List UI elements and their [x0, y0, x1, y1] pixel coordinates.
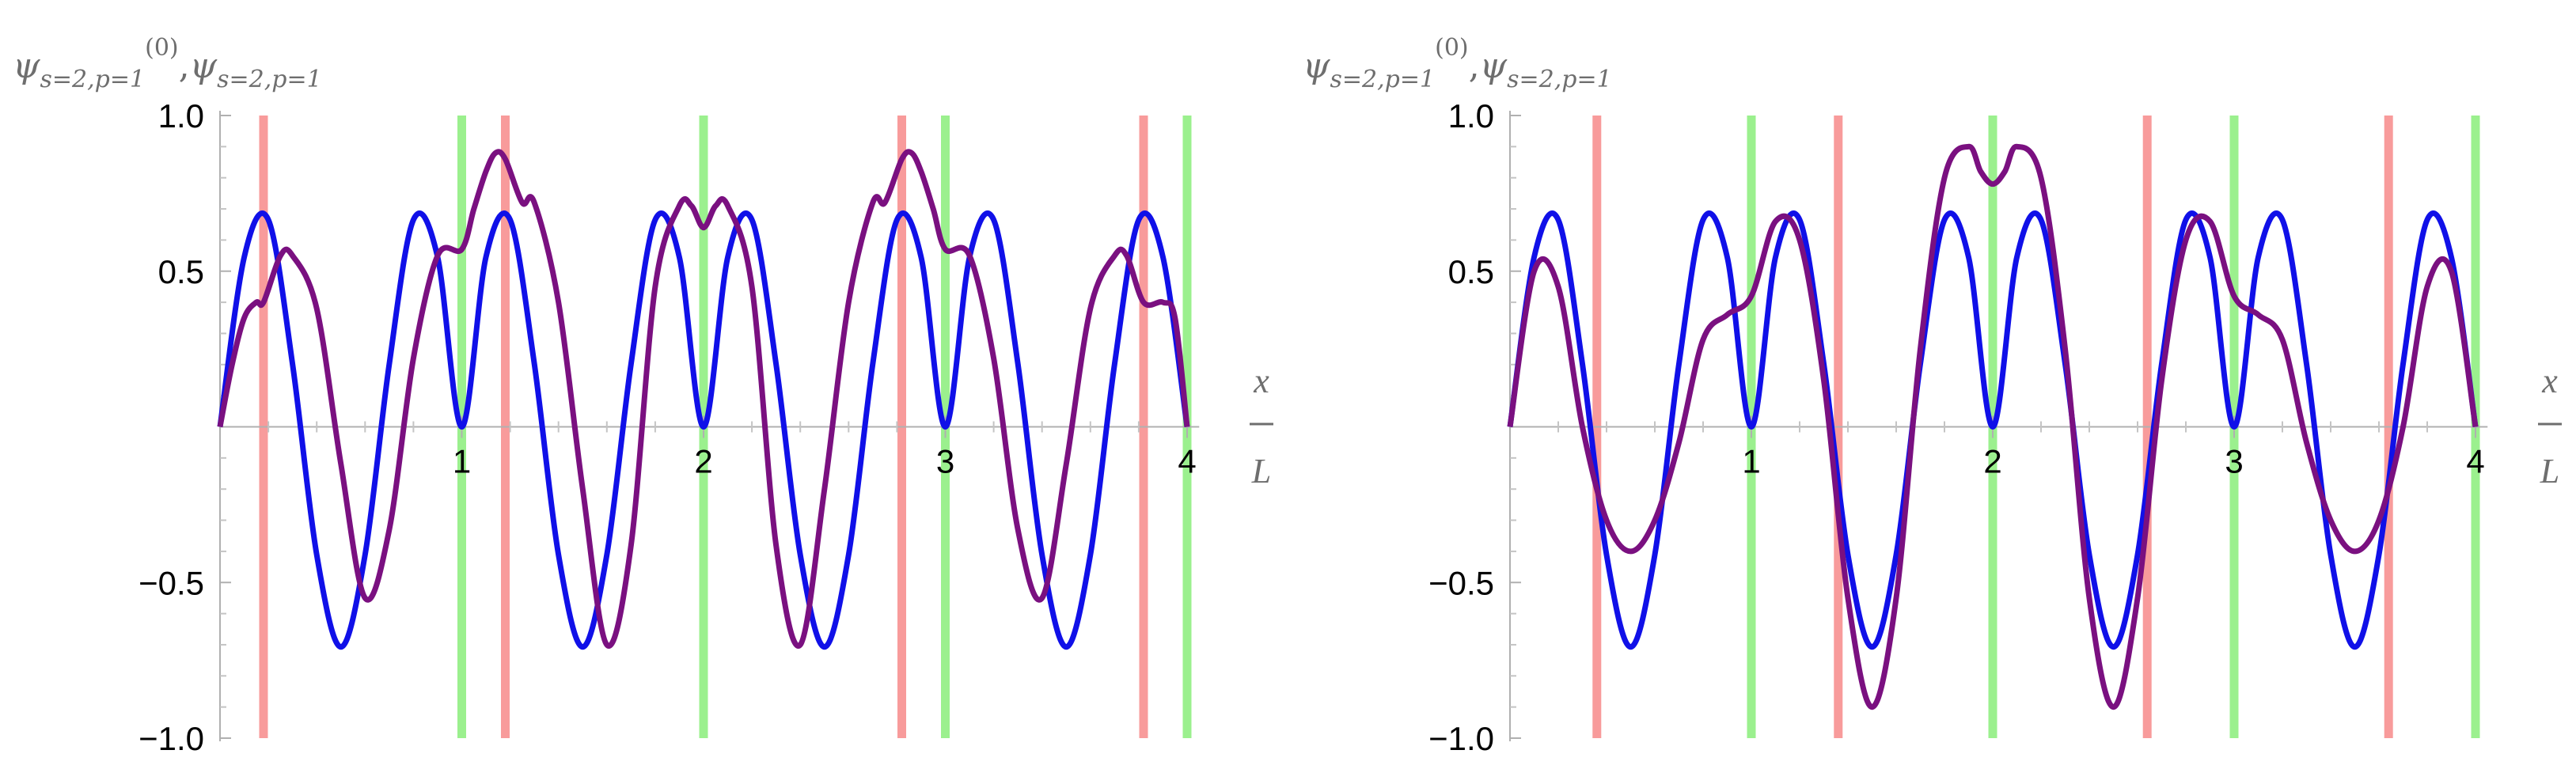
chart-left: ψs=2,p=1(0),ψs=2,p=1 1 2 3 4−1.0−0.50.51.0 … — [13, 34, 1273, 757]
x-unit-denominator-left: L — [1251, 452, 1271, 491]
y-tick-label-right-2: 0.5 — [1448, 253, 1494, 290]
x-axis-unit-left: x L — [1250, 362, 1273, 491]
y-tick-label-left-2: 0.5 — [158, 253, 204, 290]
x-tick-label-right-1: 2 — [1983, 443, 2001, 480]
series-line-right-1 — [1507, 143, 2479, 710]
series-line-left-0 — [217, 210, 1190, 650]
x-tick-label-left-3: 4 — [1178, 443, 1196, 480]
series-line-left-1 — [217, 149, 1190, 649]
x-tick-label-left-0: 1 — [453, 443, 471, 480]
x-tick-label-right-2: 3 — [2225, 443, 2243, 480]
y-tick-label-left-1: −0.5 — [138, 564, 204, 601]
x-unit-denominator-right: L — [2540, 452, 2559, 491]
chart-right: ψs=2,p=1(0),ψs=2,p=1 1 2 3 4−1.0−0.50.51.0 … — [1303, 34, 2562, 757]
x-tick-label-right-0: 1 — [1742, 443, 1760, 480]
x-tick-label-left-2: 3 — [936, 443, 954, 480]
y-tick-label-right-3: 1.0 — [1448, 97, 1494, 134]
y-axis-title-left: ψs=2,p=1(0),ψs=2,p=1 — [13, 34, 322, 93]
x-unit-numerator-left: x — [1253, 362, 1269, 400]
y-tick-label-left-3: 1.0 — [158, 97, 204, 134]
x-axis-unit-right: x L — [2538, 362, 2562, 491]
y-tick-label-right-0: −1.0 — [1428, 720, 1494, 757]
y-axis-title-right: ψs=2,p=1(0),ψs=2,p=1 — [1303, 34, 1612, 93]
y-tick-label-left-0: −1.0 — [138, 720, 204, 757]
x-tick-label-left-1: 2 — [694, 443, 712, 480]
x-tick-label-right-3: 4 — [2466, 443, 2484, 480]
series-line-right-0 — [1507, 210, 2479, 650]
x-unit-numerator-right: x — [2541, 362, 2558, 400]
y-tick-label-right-1: −0.5 — [1428, 564, 1494, 601]
